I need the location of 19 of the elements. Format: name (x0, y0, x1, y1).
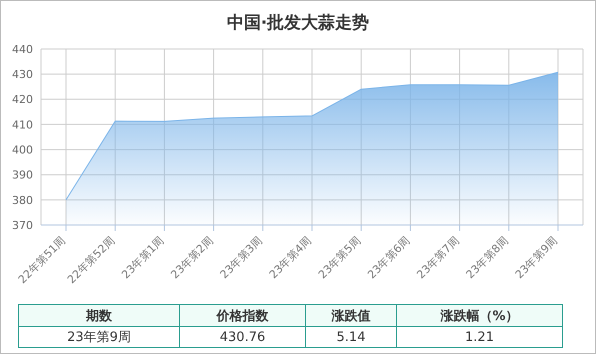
x-tick-label: 23年第1周 (119, 234, 167, 282)
chart-title: 中国·批发大蒜走势 (226, 12, 370, 34)
y-tick-label: 370 (12, 218, 33, 232)
x-tick-label: 23年第6周 (365, 234, 413, 282)
y-tick-label: 390 (12, 168, 33, 182)
x-tick-label: 23年第7周 (414, 234, 462, 282)
y-tick-label: 420 (12, 93, 33, 106)
y-tick-label: 430 (12, 68, 33, 82)
y-tick-label: 410 (12, 118, 33, 132)
summary-table: 期数 价格指数 涨跌值 涨跌幅（%） 23年第9周 430.76 5.14 1.21 (18, 304, 563, 348)
x-tick-label: 23年第3周 (218, 234, 265, 282)
y-tick-label: 440 (12, 42, 33, 56)
x-tick-label: 23年第4周 (266, 234, 314, 282)
x-tick-label: 23年第2周 (168, 234, 216, 282)
x-tick-label: 23年第5周 (316, 234, 364, 282)
x-tick-label: 23年第9周 (512, 234, 560, 282)
y-tick-label: 400 (12, 143, 33, 156)
x-tick-label: 23年第8周 (464, 234, 511, 282)
y-tick-label: 380 (12, 194, 33, 207)
